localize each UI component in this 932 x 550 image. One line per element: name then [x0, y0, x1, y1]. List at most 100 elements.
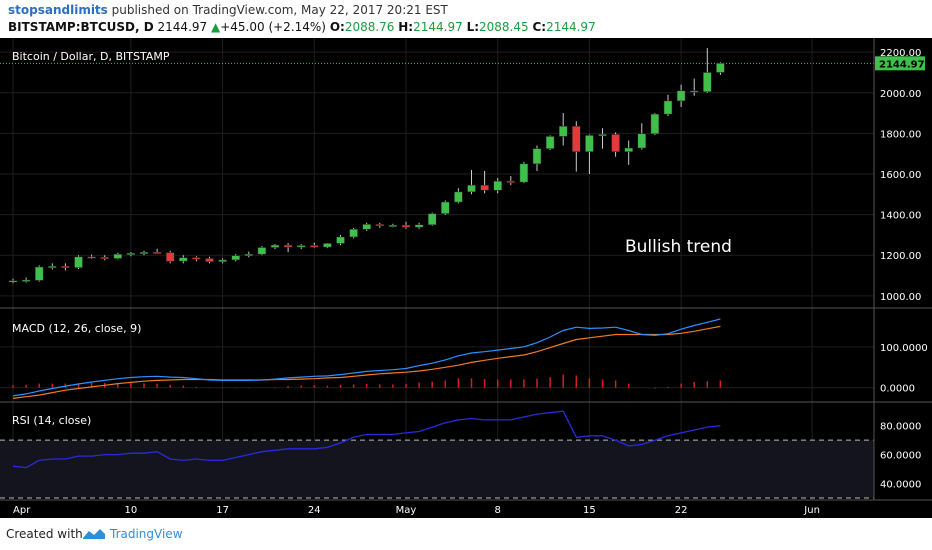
- price-tick-label: 2000.00: [880, 89, 921, 100]
- low-value: 2088.45: [479, 20, 529, 34]
- rsi-band-fill: [0, 440, 874, 498]
- candle-body: [126, 252, 136, 255]
- footer: Created with TradingView: [0, 518, 932, 550]
- candle-body: [545, 136, 555, 149]
- candle-body: [480, 184, 489, 191]
- rsi-tick-label: 40.0000: [880, 480, 921, 491]
- tradingview-logo-icon[interactable]: [82, 526, 106, 542]
- candle-body: [572, 126, 581, 152]
- time-tick-label: 24: [308, 505, 321, 516]
- time-tick-label: Jun: [803, 505, 820, 516]
- candle-body: [100, 257, 109, 260]
- chart-area[interactable]: 2200.00 2000.00 1800.00 1600.00 1400.00 1200.…: [0, 38, 932, 518]
- candle-body: [165, 252, 175, 262]
- rsi-tick-label: 80.0000: [880, 422, 921, 433]
- chart-background: [0, 38, 932, 518]
- time-tick-label: 10: [125, 505, 138, 516]
- candle-body: [205, 258, 214, 262]
- candle-body: [663, 100, 673, 115]
- candle-body: [401, 224, 411, 228]
- rsi-pane: [0, 410, 874, 499]
- candle-body: [218, 259, 227, 262]
- close-value: 2144.97: [546, 20, 596, 34]
- candle-body: [336, 236, 345, 244]
- macd-tick-label: 100.0000: [880, 343, 928, 354]
- high-value: 2144.97: [413, 20, 463, 34]
- grid-lines: [0, 38, 874, 500]
- price-tick-label: 1800.00: [880, 129, 921, 140]
- price-tick-label: 1400.00: [880, 211, 921, 222]
- macd-pane: [12, 318, 722, 399]
- candle-body: [34, 266, 44, 281]
- price-change: +45.00 (+2.14%): [220, 20, 326, 34]
- published-text: published on TradingView.com, May 22, 20…: [107, 3, 448, 17]
- last-price-badge: [875, 56, 925, 71]
- rsi-line: [12, 410, 721, 469]
- candle-body: [624, 147, 633, 152]
- candle-body: [532, 148, 542, 165]
- price-pane-title: Bitcoin / Dollar, D, BITSTAMP: [12, 50, 170, 63]
- created-with-text: Created with: [6, 527, 83, 541]
- macd-tick-label: 0.0000: [880, 384, 915, 395]
- candle-body: [467, 184, 476, 193]
- candle-body: [139, 251, 149, 254]
- candle-body: [441, 201, 450, 214]
- candle-body: [257, 247, 267, 255]
- candle-body: [493, 180, 502, 191]
- up-arrow-icon: ▲: [210, 20, 221, 34]
- bullish-trend-annotation: Bullish trend: [625, 237, 732, 257]
- close-label: C:: [532, 20, 547, 34]
- candle-body: [637, 133, 647, 149]
- ohlc-line: BITSTAMP:BTCUSD, D 2144.97 ▲+45.00 (+2.1…: [8, 20, 596, 34]
- candle-body: [454, 191, 463, 203]
- high-label: H:: [398, 20, 414, 34]
- publish-line: stopsandlimits published on TradingView.…: [8, 3, 448, 17]
- time-axis-band: [0, 501, 932, 518]
- candle-body: [270, 244, 280, 248]
- candle-body: [21, 279, 31, 282]
- low-label: L:: [466, 20, 480, 34]
- time-tick-label: 17: [216, 505, 229, 516]
- candle-body: [349, 228, 358, 238]
- rsi-pane-title: RSI (14, close): [12, 414, 91, 427]
- open-label: O:: [329, 20, 345, 34]
- rsi-tick-label: 60.0000: [880, 451, 921, 462]
- candle-body: [558, 126, 568, 137]
- candle-body: [296, 245, 306, 248]
- tradingview-brand[interactable]: TradingView: [110, 527, 183, 541]
- candle-body: [703, 72, 712, 93]
- candle-body: [388, 224, 398, 227]
- price-tick-label: 1000.00: [880, 292, 921, 303]
- candle-body: [689, 90, 699, 93]
- candle-body: [179, 257, 188, 262]
- candle-body: [192, 257, 201, 260]
- candle-body: [716, 63, 725, 73]
- price-tick-label: 2200.00: [880, 48, 921, 59]
- macd-pane-title: MACD (12, 26, close, 9): [12, 322, 141, 335]
- candle-body: [48, 265, 57, 268]
- candle-body: [113, 253, 123, 259]
- time-tick-label: May: [396, 505, 417, 516]
- price-tick-label: 1200.00: [880, 251, 921, 262]
- time-tick-label: 22: [675, 505, 688, 516]
- time-tick-label: 15: [583, 505, 596, 516]
- time-tick-label: Apr: [13, 505, 31, 516]
- macd-line: [12, 318, 721, 397]
- price-tick-label: 1600.00: [880, 170, 921, 181]
- author-link[interactable]: stopsandlimits: [8, 3, 108, 17]
- candle-body: [650, 113, 660, 135]
- last-price-label: 2144.97: [879, 59, 925, 70]
- candle-body: [61, 265, 70, 269]
- candle-body: [152, 251, 162, 254]
- price-pane: [8, 48, 725, 284]
- chart-header: stopsandlimits published on TradingView.…: [0, 0, 932, 38]
- symbol-label: BITSTAMP:BTCUSD, D: [8, 20, 154, 34]
- candle-body: [427, 213, 437, 226]
- candle-body: [375, 224, 385, 227]
- candle-body: [414, 224, 424, 228]
- macd-signal-line: [12, 325, 721, 399]
- time-tick-label: 8: [495, 505, 501, 516]
- candle-body: [310, 245, 319, 248]
- candle-body: [323, 243, 332, 248]
- candle-body: [362, 224, 371, 230]
